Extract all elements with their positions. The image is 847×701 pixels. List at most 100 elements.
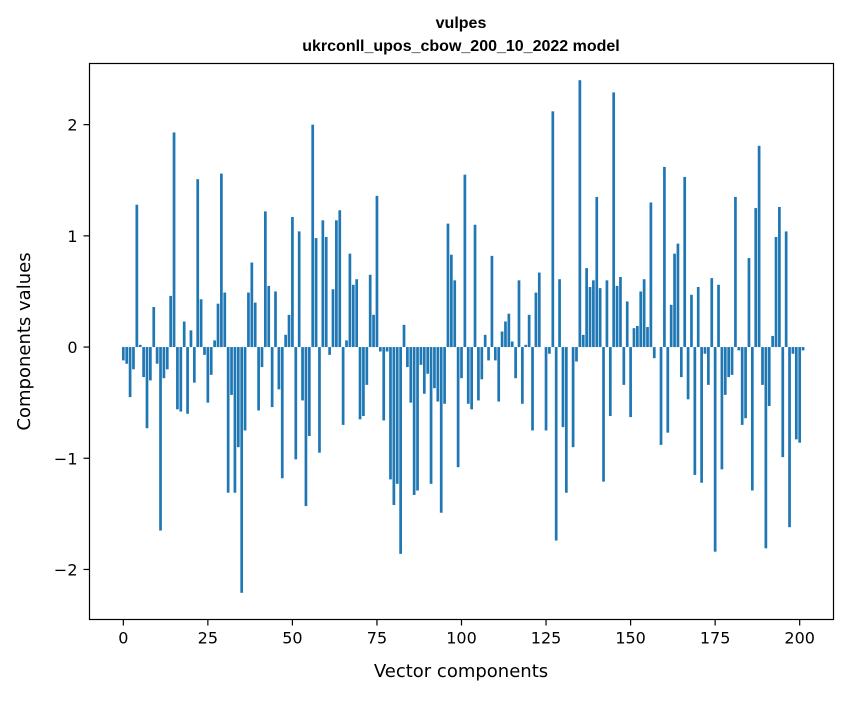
- bar: [721, 347, 724, 469]
- bar: [551, 111, 554, 347]
- bar: [727, 347, 730, 377]
- bar: [254, 303, 257, 347]
- bar: [166, 347, 169, 369]
- bar: [210, 347, 213, 375]
- bar: [470, 347, 473, 409]
- bar: [234, 347, 237, 493]
- bar: [734, 197, 737, 347]
- bar: [244, 347, 247, 430]
- bar: [731, 347, 734, 375]
- bar: [582, 335, 585, 347]
- bar: [504, 321, 507, 347]
- bar: [788, 347, 791, 527]
- bar: [132, 347, 135, 369]
- bar: [663, 167, 666, 347]
- bar: [359, 347, 362, 419]
- bar: [467, 347, 470, 404]
- bar: [399, 347, 402, 554]
- bar: [562, 347, 565, 427]
- bar: [250, 263, 253, 348]
- bar: [670, 305, 673, 347]
- bar: [754, 208, 757, 347]
- bar: [146, 347, 149, 428]
- bar: [345, 340, 348, 347]
- bar: [284, 335, 287, 347]
- bar: [710, 278, 713, 347]
- bar: [487, 347, 490, 360]
- bar: [511, 342, 514, 348]
- bar: [595, 197, 598, 347]
- bar: [416, 347, 419, 490]
- bar: [494, 347, 497, 360]
- bar: [433, 347, 436, 388]
- bar: [609, 347, 612, 416]
- bar: [396, 347, 399, 484]
- bar: [602, 347, 605, 482]
- bar: [518, 280, 521, 347]
- bar: [589, 287, 592, 347]
- bar: [406, 347, 409, 367]
- bar: [173, 132, 176, 347]
- bar: [612, 92, 615, 347]
- bar: [261, 347, 264, 367]
- bar: [217, 304, 220, 347]
- bar: [403, 325, 406, 347]
- x-tick-label: 125: [531, 629, 562, 648]
- bar: [274, 291, 277, 347]
- bar: [349, 254, 352, 347]
- chart-title: vulpes: [436, 15, 487, 32]
- bar: [572, 347, 575, 447]
- x-tick-label: 75: [367, 629, 387, 648]
- bar: [555, 347, 558, 540]
- bar: [768, 347, 771, 406]
- bar: [365, 347, 368, 385]
- bar: [315, 238, 318, 347]
- bar: [362, 347, 365, 416]
- bar: [122, 347, 125, 360]
- bar: [643, 279, 646, 347]
- bar: [677, 244, 680, 347]
- bar: [440, 347, 443, 513]
- bar: [169, 296, 172, 347]
- bar: [311, 125, 314, 347]
- y-tick-label: −2: [54, 560, 78, 579]
- bar: [497, 347, 500, 401]
- bar: [464, 175, 467, 347]
- bar: [480, 347, 483, 379]
- bar: [707, 347, 710, 385]
- bar: [305, 347, 308, 506]
- bar: [423, 347, 426, 394]
- bar: [308, 347, 311, 436]
- bar: [606, 280, 609, 347]
- bar: [288, 315, 291, 347]
- bar: [237, 347, 240, 447]
- bar: [579, 80, 582, 347]
- bar: [653, 347, 656, 358]
- bar: [565, 347, 568, 493]
- bar: [751, 347, 754, 490]
- bar: [213, 340, 216, 347]
- bar: [125, 347, 128, 364]
- bar: [332, 289, 335, 347]
- bar: [538, 273, 541, 348]
- bar: [680, 347, 683, 377]
- y-tick-label: 2: [67, 116, 77, 135]
- bar: [660, 347, 663, 445]
- bar: [389, 347, 392, 479]
- y-tick-label: −1: [54, 449, 78, 468]
- bar: [426, 347, 429, 374]
- bar: [176, 347, 179, 409]
- bar: [521, 347, 524, 404]
- bar: [142, 347, 145, 377]
- x-tick-label: 150: [615, 629, 646, 648]
- bar: [135, 205, 138, 347]
- bar: [139, 345, 142, 347]
- bar: [129, 347, 132, 397]
- bar: [386, 347, 389, 351]
- bar: [460, 347, 463, 378]
- bar: [484, 335, 487, 347]
- bar: [514, 347, 517, 378]
- bar: [247, 293, 250, 347]
- bar: [501, 331, 504, 347]
- bar: [352, 285, 355, 347]
